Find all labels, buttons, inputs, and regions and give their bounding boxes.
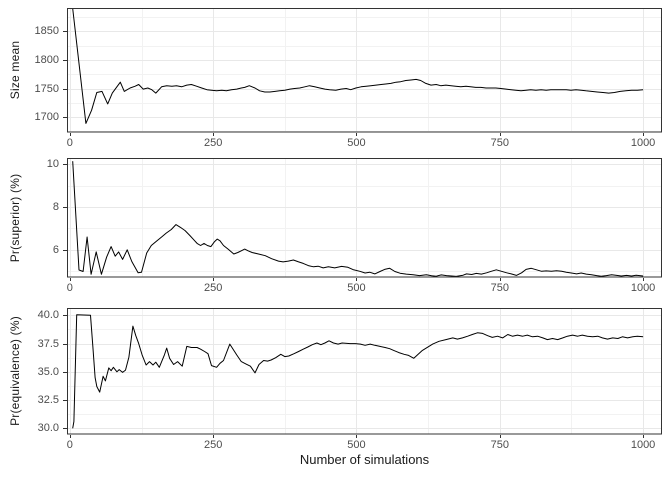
y-tick-label: 10 <box>46 158 59 171</box>
y-tick-mark <box>63 117 67 118</box>
x-tick-mark <box>355 277 357 281</box>
y-tick-mark <box>63 207 67 208</box>
panel-border <box>67 8 662 133</box>
y-tick-label: 37.5 <box>37 337 59 350</box>
y-tick-mark <box>63 60 67 61</box>
plot-panel-1 <box>67 158 662 278</box>
y-tick-label: 32.5 <box>37 394 59 407</box>
x-tick-mark <box>642 277 644 281</box>
series-line <box>72 314 644 429</box>
x-tick-label: 0 <box>66 438 73 451</box>
y-tick-mark <box>63 400 67 401</box>
x-tick-label: 1000 <box>630 281 656 294</box>
y-tick-label: 35.0 <box>37 365 59 378</box>
y-tick-label: 1850 <box>34 25 59 38</box>
x-tick-mark <box>355 434 357 438</box>
x-tick-label: 500 <box>347 281 366 294</box>
x-tick-label: 750 <box>490 438 509 451</box>
y-tick-mark <box>63 250 67 251</box>
y-tick-label: 8 <box>52 201 59 214</box>
x-tick-mark <box>499 277 501 281</box>
x-tick-label: 250 <box>203 136 223 149</box>
x-tick-label: 1000 <box>630 136 656 149</box>
series-line <box>72 8 644 124</box>
plot-panel-0 <box>67 8 662 133</box>
y-tick-label: 1750 <box>34 82 59 95</box>
y-tick-mark <box>63 89 67 90</box>
x-tick-label: 0 <box>66 136 73 149</box>
y-tick-label: 6 <box>52 243 59 256</box>
x-tick-mark <box>499 434 501 438</box>
y-tick-label: 30.0 <box>37 422 59 435</box>
x-tick-label: 1000 <box>630 438 656 451</box>
x-tick-label: 500 <box>347 438 366 451</box>
x-tick-label: 250 <box>203 438 223 451</box>
y-tick-label: 1800 <box>34 53 59 66</box>
y-tick-mark <box>63 344 67 345</box>
x-tick-label: 0 <box>66 281 73 294</box>
panel-border <box>67 308 662 435</box>
y-tick-mark <box>63 164 67 165</box>
series-line <box>72 161 644 277</box>
y-tick-label: 1700 <box>34 111 59 124</box>
x-tick-mark <box>212 434 214 438</box>
x-tick-mark <box>355 132 357 136</box>
x-tick-label: 500 <box>347 136 366 149</box>
y-tick-mark <box>63 428 67 429</box>
x-tick-label: 750 <box>490 281 509 294</box>
x-axis-title: Number of simulations <box>299 452 430 467</box>
x-tick-mark <box>642 132 644 136</box>
x-tick-mark <box>499 132 501 136</box>
x-tick-mark <box>69 434 71 438</box>
x-tick-mark <box>642 434 644 438</box>
x-tick-mark <box>69 132 71 136</box>
x-tick-mark <box>212 132 214 136</box>
y-tick-label: 40.0 <box>37 309 59 322</box>
y-tick-mark <box>63 372 67 373</box>
plot-panel-2 <box>67 308 662 435</box>
panel-border <box>67 158 662 278</box>
x-tick-mark <box>69 277 71 281</box>
x-tick-label: 250 <box>203 281 223 294</box>
y-tick-mark <box>63 31 67 32</box>
y-tick-mark <box>63 315 67 316</box>
x-tick-label: 750 <box>490 136 509 149</box>
x-tick-mark <box>212 277 214 281</box>
